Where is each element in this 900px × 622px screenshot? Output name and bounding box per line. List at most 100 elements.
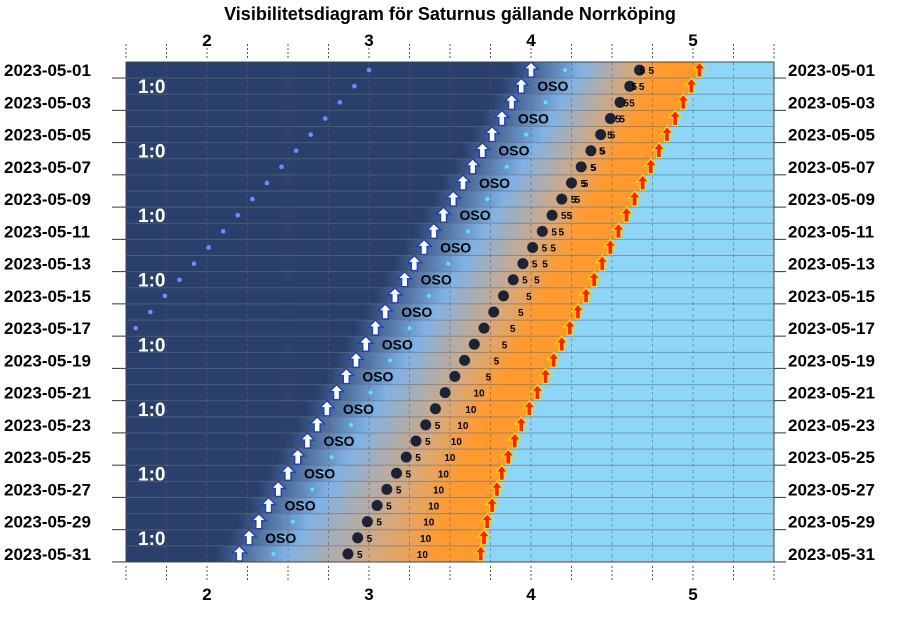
sunrise-altitude-label: 5 <box>615 114 621 125</box>
planet-altitude-label: 5 <box>376 518 382 529</box>
planet-altitude-label: 5 <box>551 227 557 238</box>
date-label-right: 2023-05-17 <box>788 319 875 338</box>
rise-arrow <box>269 480 287 498</box>
sunrise-arrow <box>578 286 594 304</box>
date-label-right: 2023-05-03 <box>788 93 875 112</box>
night-band <box>126 336 562 353</box>
sunrise-altitude-label: 5 <box>631 82 637 93</box>
date-label-left: 2023-05-25 <box>4 448 91 467</box>
sunrise-altitude-label: 5 <box>583 179 589 190</box>
rise-arrow <box>522 61 540 78</box>
date-label-left: 2023-05-31 <box>4 545 91 564</box>
date-label-left: 2023-05-11 <box>4 222 90 241</box>
moon-label: 1:0 <box>138 142 165 163</box>
rise-arrow <box>250 512 268 530</box>
sunrise-altitude-label: 5 <box>599 147 605 158</box>
rise-dot <box>553 84 558 89</box>
planet-dot <box>468 338 480 350</box>
day-band <box>675 110 774 128</box>
planet-altitude-label: 5 <box>435 421 441 432</box>
rise-dot <box>426 293 431 298</box>
date-label-right: 2023-05-27 <box>788 480 875 499</box>
sunrise-arrow <box>562 319 578 336</box>
sunrise-altitude-label: 10 <box>457 421 469 432</box>
planet-dot <box>585 145 597 157</box>
x-tick-label: 4 <box>526 585 536 604</box>
rise-dot <box>456 245 461 250</box>
planet-dot <box>439 387 451 399</box>
moon-dot <box>366 67 372 73</box>
rise-dot <box>388 358 393 363</box>
sky-bands <box>126 62 774 563</box>
moon-dot <box>191 261 197 266</box>
rise-dot <box>504 164 509 169</box>
sunrise-altitude-label: 5 <box>607 131 613 142</box>
x-tick-label: 5 <box>688 31 697 50</box>
rise-arrow <box>327 383 346 401</box>
day-band <box>577 303 774 321</box>
moon-dot <box>308 132 313 137</box>
sunrise-arrow <box>667 109 683 127</box>
rise-arrow <box>259 496 278 514</box>
planet-altitude-label: 5 <box>629 98 635 109</box>
direction-label: OSO <box>362 369 393 385</box>
rise-arrow <box>444 190 462 207</box>
grid <box>125 61 775 563</box>
planet-altitude-label: 5 <box>581 179 587 190</box>
sunrise-arrow <box>570 302 586 320</box>
rise-arrow <box>279 464 297 481</box>
planet-altitude-label: 5 <box>367 534 373 545</box>
sunrise-arrow <box>659 125 675 143</box>
moon-dot <box>162 293 168 299</box>
date-label-right: 2023-05-25 <box>788 448 875 467</box>
moon-dot <box>293 148 299 154</box>
day-band <box>545 368 774 386</box>
planet-altitude-label: 5 <box>542 243 548 254</box>
moon-label: 1:0 <box>138 206 165 227</box>
date-label-right: 2023-05-29 <box>788 513 875 532</box>
night-band <box>126 223 619 240</box>
night-band <box>126 255 603 273</box>
rise-dot <box>563 68 567 73</box>
day-band <box>610 239 774 257</box>
rise-dot <box>329 455 334 460</box>
sunrise-arrow <box>513 415 529 433</box>
planet-dot <box>488 306 500 318</box>
moon-label: 1:0 <box>138 529 165 550</box>
day-band <box>618 223 774 240</box>
sunrise-altitude-label: 10 <box>444 453 456 464</box>
planet-dot <box>342 548 354 560</box>
date-label-right: 2023-05-15 <box>788 287 875 306</box>
date-label-right: 2023-05-21 <box>788 384 875 403</box>
rise-arrow <box>395 270 414 288</box>
rise-dot <box>349 422 354 427</box>
planet-dot <box>381 483 393 495</box>
labels: OSO OSO OSO OSO OSO OSO OSO OSO OSO OSO OSO OSO OSO O… <box>138 77 569 550</box>
date-label-left: 2023-05-23 <box>4 416 91 435</box>
rise-dot <box>485 197 490 202</box>
sunrise-altitude-label: 5 <box>558 227 564 238</box>
moon-dot <box>337 100 343 105</box>
day-band <box>626 207 774 224</box>
planet-altitude-label: 5 <box>425 437 431 448</box>
night-band <box>126 545 481 563</box>
rise-dot <box>290 519 295 524</box>
date-label-right: 2023-05-05 <box>788 126 875 145</box>
night-band <box>126 62 700 79</box>
sunrise-altitude-label: 10 <box>465 405 477 416</box>
night-band <box>126 513 488 531</box>
moon-dot <box>148 309 153 315</box>
day-band <box>521 416 774 434</box>
planet-dot <box>604 112 616 124</box>
date-label-right: 2023-05-13 <box>788 255 875 274</box>
night-band <box>126 529 485 547</box>
day-band <box>484 529 774 547</box>
sunrise-arrow <box>594 254 610 272</box>
night-band <box>126 126 668 144</box>
day-band <box>480 545 774 563</box>
day-band <box>492 497 774 515</box>
date-label-left: 2023-05-09 <box>4 190 91 209</box>
night-band <box>126 158 651 176</box>
sunrise-arrow <box>529 383 546 401</box>
planet-dot <box>361 516 373 528</box>
